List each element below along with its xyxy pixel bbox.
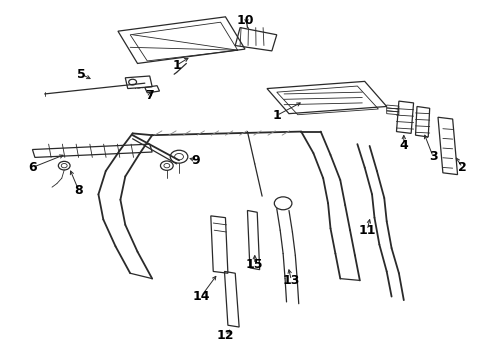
Text: 6: 6 <box>28 161 37 174</box>
Text: 9: 9 <box>192 154 200 167</box>
Text: 1: 1 <box>172 59 181 72</box>
Text: 1: 1 <box>272 109 281 122</box>
Text: 3: 3 <box>429 150 438 163</box>
Text: 11: 11 <box>358 224 376 237</box>
Text: 8: 8 <box>74 184 83 197</box>
Text: 14: 14 <box>192 290 210 303</box>
Text: 13: 13 <box>283 274 300 287</box>
Text: 5: 5 <box>77 68 86 81</box>
Text: 12: 12 <box>217 329 234 342</box>
Text: 4: 4 <box>399 139 408 152</box>
Text: 7: 7 <box>146 89 154 102</box>
Text: 2: 2 <box>458 161 467 174</box>
Text: 10: 10 <box>236 14 254 27</box>
Text: 15: 15 <box>246 258 264 271</box>
